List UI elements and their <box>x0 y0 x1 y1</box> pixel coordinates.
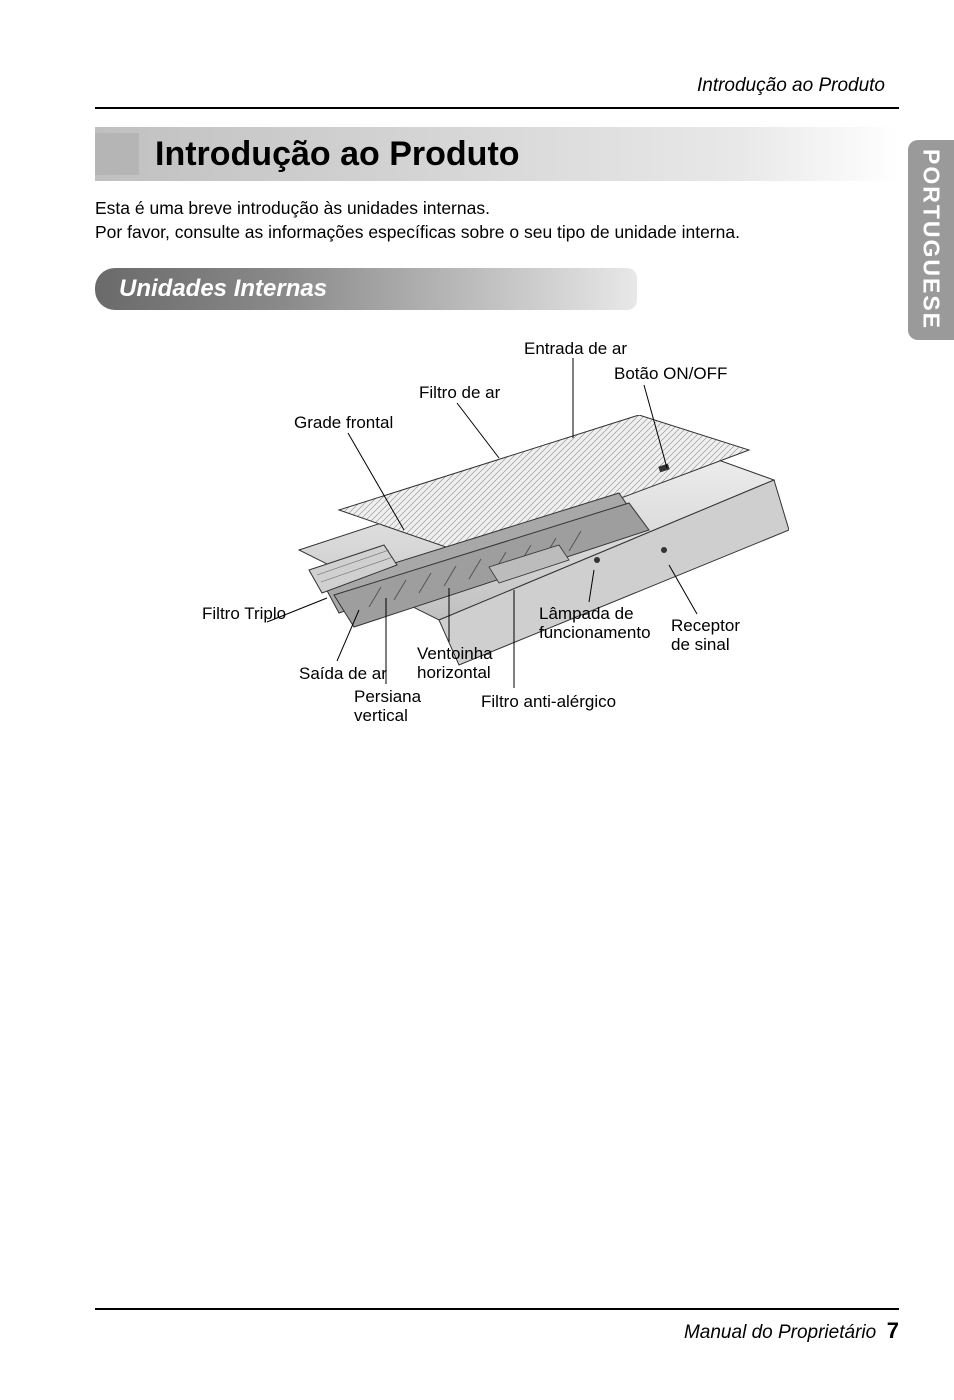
label-persiana-vertical: Persianavertical <box>354 688 421 725</box>
footer-page-number: 7 <box>887 1318 899 1343</box>
unit-diagram: Entrada de ar Botão ON/OFF Filtro de ar … <box>139 340 899 780</box>
label-ventoinha-horizontal: Ventoinhahorizontal <box>417 645 493 682</box>
intro-line-2: Por favor, consulte as informações espec… <box>95 222 740 242</box>
label-receptor-sinal: Receptorde sinal <box>671 617 740 654</box>
footer-manual-title: Manual do Proprietário <box>684 1322 876 1343</box>
footer-divider <box>95 1308 899 1310</box>
header-divider <box>95 107 899 109</box>
section-heading: Unidades Internas <box>95 268 637 310</box>
language-label: PORTUGUESE <box>918 149 945 330</box>
label-grade-frontal: Grade frontal <box>294 414 393 433</box>
language-side-tab: PORTUGUESE <box>908 140 954 340</box>
page-footer: Manual do Proprietário 7 <box>95 1308 899 1344</box>
label-filtro-triplo: Filtro Triplo <box>202 605 286 624</box>
page-title-bar: Introdução ao Produto <box>95 127 899 181</box>
label-lampada-funcionamento: Lâmpada defuncionamento <box>539 605 651 642</box>
section-running-header: Introdução ao Produto <box>95 75 899 97</box>
intro-line-1: Esta é uma breve introdução às unidades … <box>95 198 490 218</box>
label-saida-ar: Saída de ar <box>299 665 387 684</box>
intro-paragraph: Esta é uma breve introdução às unidades … <box>95 197 899 244</box>
label-filtro-anti-alergico: Filtro anti-alérgico <box>481 693 616 712</box>
label-entrada-ar: Entrada de ar <box>524 340 627 359</box>
label-filtro-ar: Filtro de ar <box>419 384 500 403</box>
page-title: Introdução ao Produto <box>155 135 520 174</box>
title-square-icon <box>95 133 139 175</box>
label-botao-onoff: Botão ON/OFF <box>614 365 727 384</box>
